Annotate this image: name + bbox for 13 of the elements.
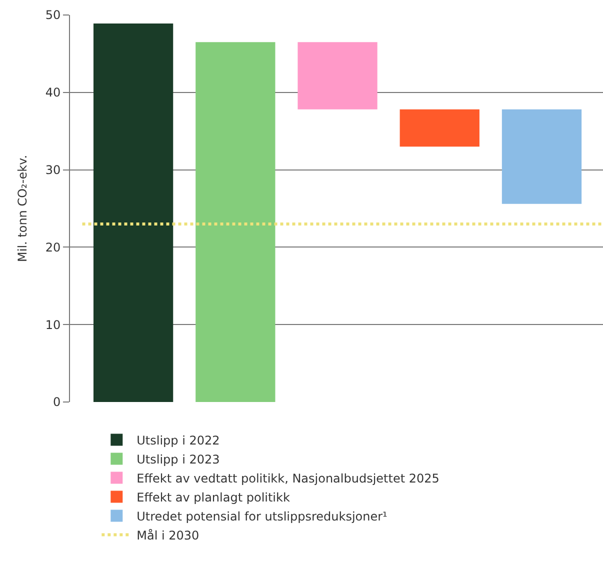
legend-label: Utslipp i 2023 <box>136 452 220 466</box>
y-axis-title: Mil. tonn CO₂-ekv. <box>16 154 30 262</box>
legend-label: Utslipp i 2022 <box>136 433 220 448</box>
y-tick-label: 40 <box>45 86 61 100</box>
y-tick-label: 30 <box>45 163 61 177</box>
legend-label: Effekt av vedtatt politikk, Nasjonalbudsjettet 2025 <box>136 471 440 486</box>
legend-label: Utredet potensial for utslippsreduksjoner¹ <box>136 509 388 524</box>
legend-label: Effekt av planlagt politikk <box>136 490 290 504</box>
y-tick-label: 0 <box>52 395 61 410</box>
y-tick-label: 10 <box>45 318 61 332</box>
legend-label: Mål i 2030 <box>136 528 200 542</box>
y-tick-label: 50 <box>45 8 61 22</box>
y-tick-label: 20 <box>45 240 61 254</box>
